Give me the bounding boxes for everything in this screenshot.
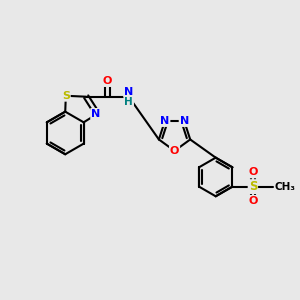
Text: O: O (248, 196, 258, 206)
Text: N: N (91, 109, 101, 119)
Text: O: O (103, 76, 112, 86)
Text: N: N (124, 87, 134, 97)
Text: O: O (248, 167, 258, 177)
Text: S: S (62, 91, 70, 101)
Text: O: O (170, 146, 179, 156)
Text: N: N (180, 116, 189, 126)
Text: CH₃: CH₃ (275, 182, 296, 192)
Text: N: N (160, 116, 170, 126)
Text: H: H (124, 97, 133, 107)
Text: S: S (249, 180, 257, 193)
